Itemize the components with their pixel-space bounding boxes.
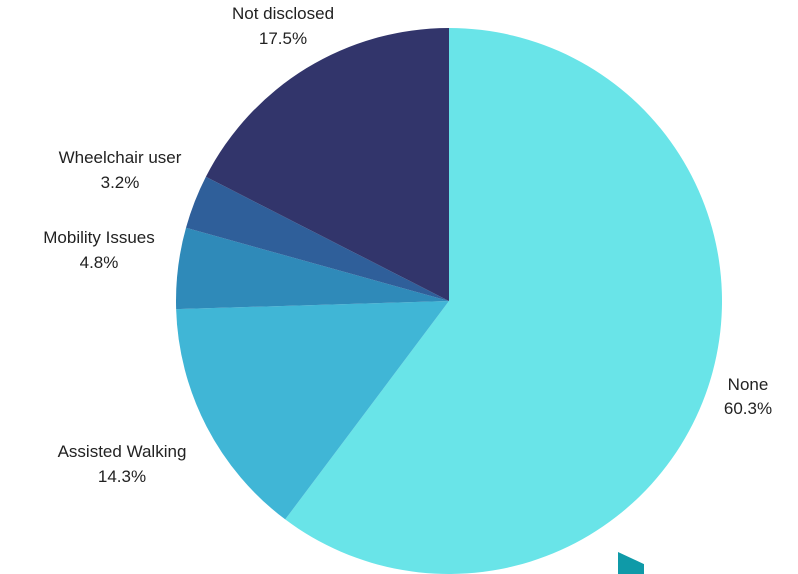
slice-percent-label: 17.5% bbox=[259, 29, 307, 48]
slice-label: None bbox=[728, 375, 769, 394]
pie-slices bbox=[176, 28, 723, 574]
slice-percent-label: 4.8% bbox=[80, 253, 119, 272]
slice-label: Mobility Issues bbox=[43, 228, 154, 247]
pie-slice-none bbox=[285, 28, 723, 574]
slice-label: Assisted Walking bbox=[58, 442, 187, 461]
pie-slice-not-disclosed bbox=[205, 28, 449, 301]
slice-percent-label: 14.3% bbox=[98, 467, 146, 486]
slice-label: Not disclosed bbox=[232, 4, 334, 23]
pie-slice-assisted-walking bbox=[176, 301, 449, 520]
pie-labels: None 60.3% Assisted Walking 14.3% Mobility I… bbox=[43, 4, 772, 486]
slice-label: Wheelchair user bbox=[59, 148, 182, 167]
pie-slice-mobility-issues bbox=[176, 227, 449, 310]
pie-slice-wheelchair-user bbox=[185, 176, 449, 301]
slice-percent-label: 3.2% bbox=[101, 173, 140, 192]
slice-percent-label: 60.3% bbox=[724, 399, 772, 418]
